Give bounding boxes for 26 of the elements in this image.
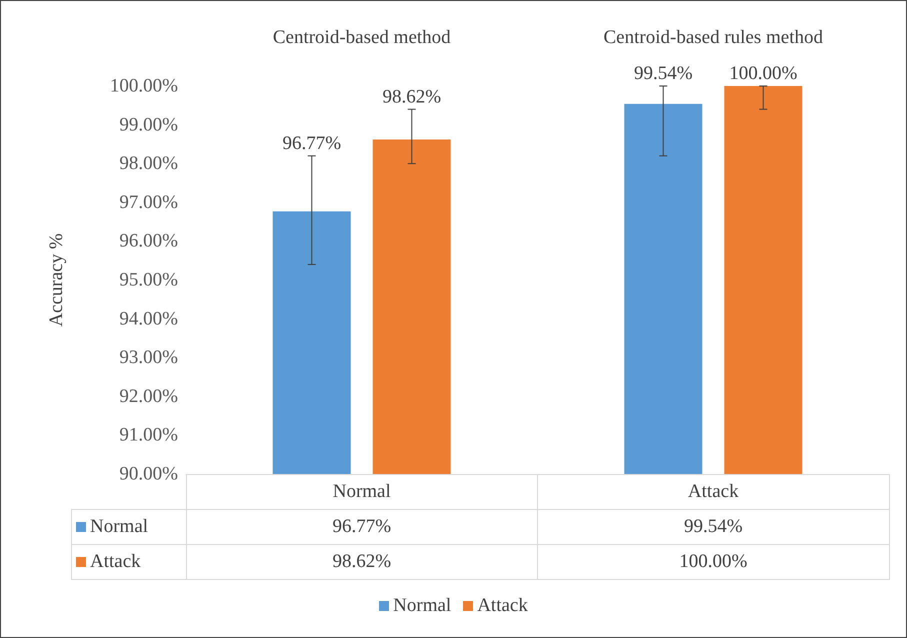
y-tick-label: 97.00% [119, 192, 178, 213]
text: Centroid-based method [272, 27, 452, 48]
y-tick-label: 93.00% [119, 347, 178, 368]
text: 96.77% [282, 132, 342, 154]
y-axis-title: Accuracy % [46, 233, 67, 327]
data-label: 98.62% [186, 544, 538, 580]
text: 98.62% [382, 86, 442, 108]
legend-label: Attack [476, 595, 528, 616]
data-label: 96.77% [186, 510, 538, 544]
text: 99.54% [634, 63, 693, 84]
text: Normal [90, 516, 148, 537]
text: 100.00% [729, 63, 798, 84]
text: Centroid-based rules method [603, 27, 824, 48]
data-label: 100.00% [538, 544, 889, 580]
y-tick-label: 96.00% [119, 230, 178, 252]
text: Attack [90, 551, 141, 572]
y-tick-label: 94.00% [119, 308, 178, 330]
y-tick-label: 90.00% [119, 464, 178, 484]
y-tick-label: 98.00% [119, 153, 178, 174]
y-tick-label: 99.00% [119, 114, 178, 136]
legend-label: Normal [392, 595, 452, 616]
data-label: 99.54% [538, 510, 889, 544]
y-tick-label: 92.00% [119, 386, 178, 407]
y-tick-label: 100.00% [110, 76, 178, 96]
y-tick-label: 91.00% [119, 424, 178, 446]
y-tick-label: 95.00% [119, 270, 178, 290]
